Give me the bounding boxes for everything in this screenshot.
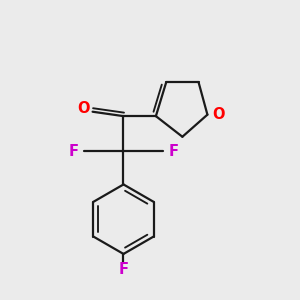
Text: F: F <box>169 144 178 159</box>
Text: F: F <box>118 262 128 277</box>
Text: O: O <box>212 106 224 122</box>
Text: F: F <box>68 144 78 159</box>
Text: O: O <box>77 101 90 116</box>
